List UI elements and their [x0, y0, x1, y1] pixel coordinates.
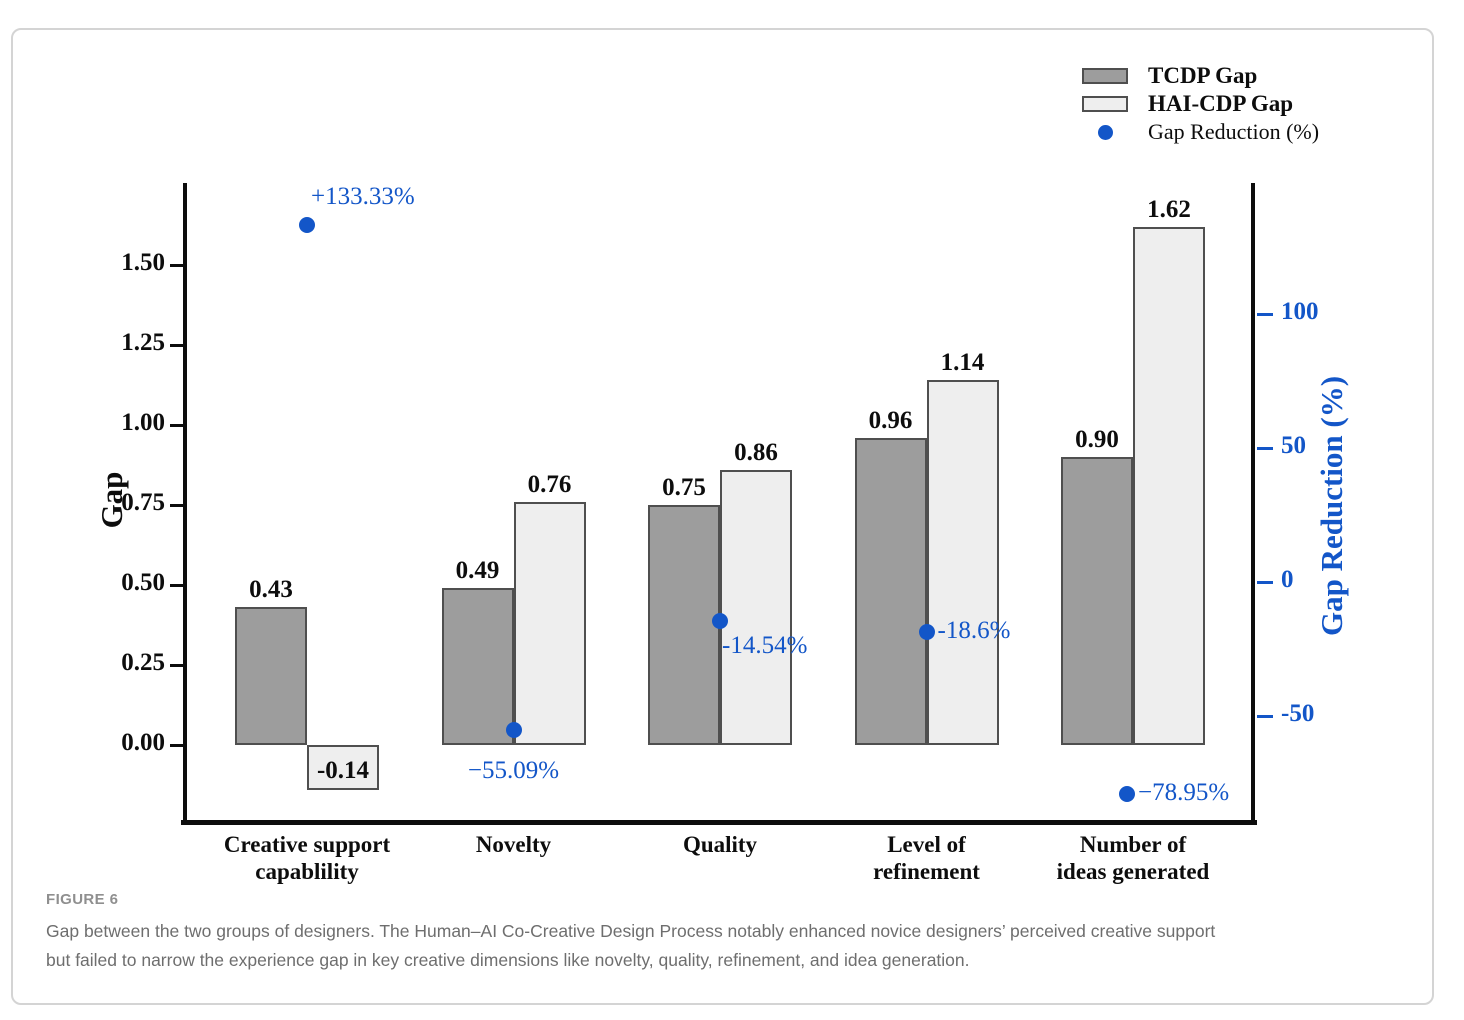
- figure-caption: FIGURE 6 Gap between the two groups of d…: [46, 891, 1406, 975]
- bar-value-label-hai-cdp: 0.86: [734, 438, 778, 466]
- caption-line-2: but failed to narrow the experience gap …: [46, 950, 970, 970]
- gap-reduction-dot: [918, 623, 935, 640]
- bottom-axis-line: [181, 820, 1257, 825]
- left-axis-tick-label: 1.25: [121, 329, 165, 356]
- legend-label-hai: HAI-CDP Gap: [1148, 91, 1294, 116]
- bar-value-label-tcdp: 0.75: [662, 474, 706, 501]
- right-axis-tick: [1257, 580, 1273, 584]
- category-label: Level of refinement: [873, 832, 980, 884]
- left-axis-tick-label: 1.00: [121, 409, 165, 436]
- left-axis-tick: [170, 503, 183, 507]
- left-axis-tick: [170, 343, 183, 347]
- bar-hai-cdp: [513, 501, 586, 745]
- right-axis-line: [1251, 183, 1255, 824]
- bar-tcdp: [648, 505, 720, 745]
- bar-tcdp: [854, 437, 927, 745]
- left-axis-line: [183, 183, 187, 824]
- bar-hai-cdp: [926, 380, 999, 745]
- left-axis-tick-label: 0.00: [121, 729, 165, 756]
- bar-tcdp: [1061, 457, 1133, 745]
- left-axis-tick-label: 1.50: [121, 249, 165, 276]
- hai-swatch-icon: [1082, 96, 1128, 112]
- bar-value-label-hai-cdp: 1.14: [940, 349, 985, 377]
- caption-line-1: Gap between the two groups of designers.…: [46, 921, 1216, 941]
- gap-reduction-dot: [505, 721, 522, 738]
- bar-hai-cdp: [307, 745, 379, 790]
- right-axis-tick-label: 0: [1281, 566, 1294, 593]
- bar-value-label-hai-cdp: 1.62: [1147, 195, 1191, 223]
- tcdp-swatch-icon: [1082, 68, 1128, 84]
- bar-hai-cdp: [720, 469, 792, 745]
- bar-value-label-tcdp: 0.90: [1075, 426, 1119, 453]
- left-axis-tick: [170, 663, 183, 667]
- category-label: Number of ideas generated: [1056, 832, 1210, 884]
- legend-item-tcdp: TCDP Gap: [1082, 63, 1319, 88]
- bar-tcdp: [441, 588, 514, 745]
- left-axis-tick-label: 0.75: [121, 489, 165, 516]
- bar-tcdp: [235, 607, 307, 745]
- gap-reduction-dot: [1119, 785, 1135, 802]
- legend-label-gap-reduction: Gap Reduction (%): [1148, 119, 1320, 144]
- bar-value-label-tcdp: 0.43: [249, 576, 293, 604]
- right-axis-tick-label: 50: [1281, 432, 1306, 459]
- right-axis-tick-label: 100: [1281, 298, 1319, 325]
- bar-value-label-hai-cdp: 0.76: [527, 470, 572, 498]
- gap-reduction-label: −55.09%: [467, 756, 560, 784]
- gap-reduction-dot: [299, 216, 315, 233]
- gap-reduction-label: −78.95%: [1138, 778, 1230, 806]
- left-axis-tick: [170, 263, 183, 267]
- right-axis-tick: [1257, 446, 1273, 450]
- dot-marker-box: [1082, 124, 1128, 140]
- gap-reduction-label: -14.54%: [722, 631, 808, 659]
- legend-label-tcdp: TCDP Gap: [1148, 63, 1258, 88]
- figure-number-label: FIGURE 6: [46, 891, 119, 908]
- right-axis-tick: [1257, 714, 1273, 718]
- legend-item-hai: HAI-CDP Gap: [1082, 91, 1319, 116]
- chart-legend: TCDP Gap HAI-CDP Gap Gap Reduction (%): [1082, 63, 1319, 152]
- bar-hai-cdp: [1133, 226, 1205, 745]
- bar-value-label-tcdp: 0.49: [455, 557, 500, 585]
- category-label: Quality: [682, 832, 758, 857]
- left-axis-tick: [170, 743, 183, 747]
- left-axis-tick: [170, 423, 183, 427]
- bar-value-label-hai-cdp: -0.14: [316, 757, 370, 784]
- right-axis-title: Gap Reduction (%): [1314, 375, 1349, 637]
- gap-reduction-label: -18.6%: [937, 616, 1011, 644]
- gap-reduction-label: +133.33%: [311, 182, 415, 210]
- gap-reduction-dot: [712, 612, 728, 629]
- left-axis-tick: [170, 583, 183, 587]
- left-axis-tick-label: 0.50: [121, 569, 165, 596]
- right-axis-tick: [1257, 312, 1273, 316]
- dot-marker-icon: [1097, 124, 1113, 140]
- left-axis-tick-label: 0.25: [121, 649, 165, 676]
- category-label: Novelty: [475, 832, 552, 857]
- bar-value-label-tcdp: 0.96: [868, 406, 913, 434]
- category-label: Creative support capablility: [223, 832, 391, 884]
- legend-item-gap-reduction: Gap Reduction (%): [1082, 119, 1319, 144]
- right-axis-tick-label: -50: [1281, 700, 1315, 727]
